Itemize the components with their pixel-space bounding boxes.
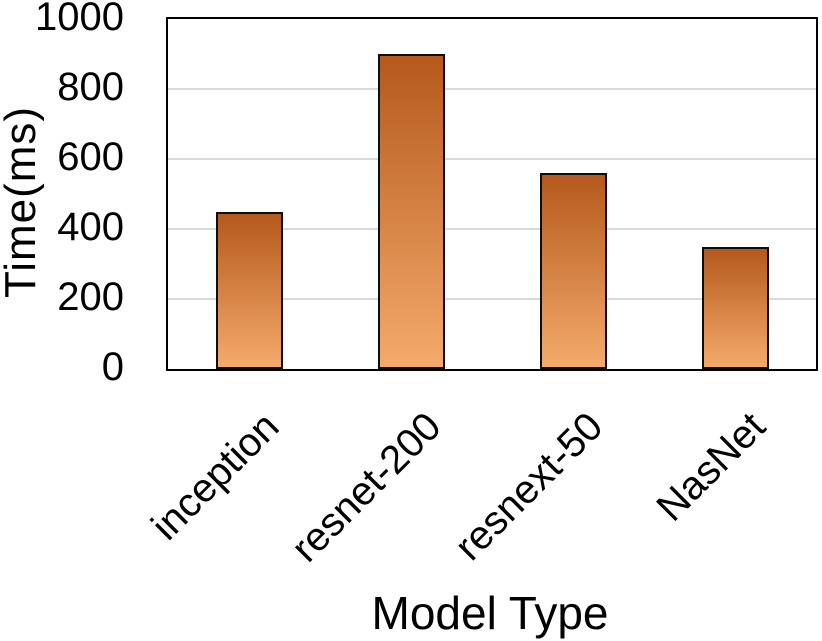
x-category-label-resnet-200: resnet-200 xyxy=(283,404,450,571)
y-tick-label-800: 800 xyxy=(57,65,124,109)
y-tick-label-400: 400 xyxy=(57,205,124,249)
x-category-label-inception: inception xyxy=(143,404,288,549)
gridline-600 xyxy=(168,158,816,160)
y-tick-label-0: 0 xyxy=(101,345,124,389)
bar-inception xyxy=(215,211,283,369)
plot-area xyxy=(166,17,818,371)
gridline-200 xyxy=(168,298,816,300)
bar-resnet-200 xyxy=(377,54,445,369)
y-tick-label-200: 200 xyxy=(57,275,124,319)
y-tick-label-600: 600 xyxy=(57,135,124,179)
gridline-400 xyxy=(168,228,816,230)
x-axis-title: Model Type xyxy=(371,587,609,639)
bar-resnext-50 xyxy=(539,173,607,369)
bar-NasNet xyxy=(701,246,769,369)
x-category-label-resnext-50: resnext-50 xyxy=(446,404,612,570)
x-category-label-NasNet: NasNet xyxy=(647,404,774,530)
y-tick-label-1000: 1000 xyxy=(35,0,124,39)
gridline-800 xyxy=(168,88,816,90)
